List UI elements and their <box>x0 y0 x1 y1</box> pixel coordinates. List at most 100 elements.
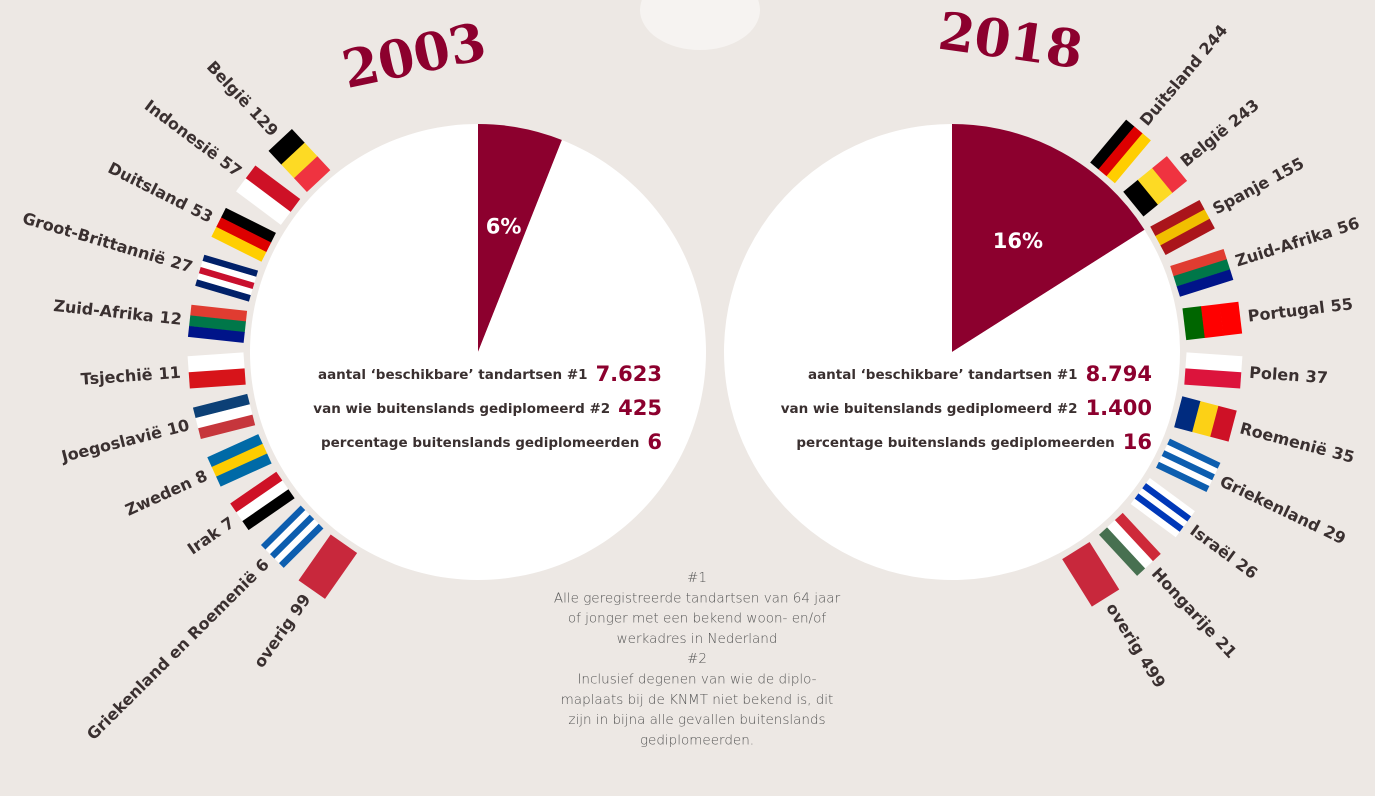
flag-stripe <box>1200 303 1224 338</box>
stat-line: aantal ‘beschikbare’ tandartsen #1 8.794 <box>808 362 1152 386</box>
stat-value: 8.794 <box>1086 362 1152 386</box>
flag-stripe <box>1161 450 1215 481</box>
flag-stripe <box>200 260 257 284</box>
flag-stripe <box>1184 368 1242 389</box>
flag-stripe <box>265 510 310 555</box>
flag-stripe <box>260 505 306 550</box>
stat-value: 6 <box>647 430 662 454</box>
flag <box>1155 438 1221 493</box>
flag-stripe <box>1114 512 1161 562</box>
footnote: #1 <box>687 570 707 586</box>
footnote: #2 <box>687 651 707 667</box>
flag-stripe <box>236 480 289 522</box>
flag <box>298 534 358 599</box>
flag-stripe <box>1160 218 1215 256</box>
flag-stripe <box>1062 541 1120 607</box>
flag-stripe <box>1192 401 1219 437</box>
flag <box>1184 352 1243 389</box>
flag-stripe <box>242 489 295 531</box>
flag-stripe <box>1174 396 1201 433</box>
flag <box>187 304 248 343</box>
flag-stripe <box>202 254 259 278</box>
flag <box>1182 301 1243 341</box>
footnote: of jonger met een bekend woon- en/of <box>568 611 827 627</box>
country-count: 11 <box>158 362 182 383</box>
flag <box>236 165 301 225</box>
country-name: Tsjechië <box>80 364 153 388</box>
flag-stripe <box>230 471 283 513</box>
pie-slice <box>724 124 1180 580</box>
flag-stripe <box>187 352 245 373</box>
flag-stripe <box>1090 119 1135 170</box>
flag-stripe <box>189 315 246 333</box>
flag <box>1150 199 1215 256</box>
flag-stripe <box>293 156 331 192</box>
stat-value: 7.623 <box>596 362 662 386</box>
flag-stripe <box>1106 133 1151 184</box>
flag <box>1174 396 1237 442</box>
flag-stripe <box>216 217 272 253</box>
footnote: werkadres in Nederland <box>617 631 778 647</box>
country-label: Portugal 55 <box>1247 294 1354 325</box>
flag-stripe <box>245 165 301 213</box>
flag-stripe <box>198 414 256 439</box>
footnote: zijn in bijna alle gevallen buitenslands <box>568 712 825 728</box>
flag <box>268 128 331 192</box>
flag-stripe <box>197 273 253 296</box>
footnote: gediplomeerden. <box>640 732 754 748</box>
flag-stripe <box>211 226 267 262</box>
flag <box>207 434 272 487</box>
flag-stripe <box>187 325 245 343</box>
flag-stripe <box>1145 477 1195 517</box>
flag <box>260 505 324 568</box>
country-count: 55 <box>1329 294 1353 316</box>
flag-stripe <box>278 523 324 568</box>
pie-slice <box>478 124 562 352</box>
flag <box>1090 119 1151 184</box>
flag-stripe <box>269 514 315 559</box>
flag-stripe <box>268 128 305 165</box>
stat-value: 1.400 <box>1086 396 1152 420</box>
country-label: Tsjechië 11 <box>80 362 181 388</box>
flag-stripe <box>220 207 276 243</box>
flag-stripe <box>298 534 358 599</box>
flag-stripe <box>1137 167 1173 205</box>
pie-slice <box>249 123 706 580</box>
flag-stripe <box>211 443 268 477</box>
flag <box>1123 156 1188 217</box>
stat-line: aantal ‘beschikbare’ tandartsen #1 7.623 <box>318 362 662 386</box>
flag <box>211 207 276 262</box>
flag-stripe <box>188 368 246 389</box>
flag <box>1170 249 1234 297</box>
country-count: 12 <box>159 307 183 328</box>
flag-stripe <box>1158 455 1213 487</box>
stat-line: percentage buitenslands gediplomeerden 6 <box>321 430 662 454</box>
footnote: maplaats bij de KNMT niet bekend is, dit <box>561 692 834 708</box>
flag-stripe <box>207 434 263 468</box>
flag-stripe <box>198 267 255 290</box>
flag-stripe <box>1182 306 1206 341</box>
flag-stripe <box>1106 520 1153 569</box>
footnote: Inclusief degenen van wie de diplo- <box>577 672 816 688</box>
flag-stripe <box>190 304 248 322</box>
stat-line: van wie buitenslands gediplomeerd #2 425 <box>313 396 662 420</box>
stat-label: aantal ‘beschikbare’ tandartsen #1 <box>808 367 1078 383</box>
stat-label: percentage buitenslands gediplomeerden <box>796 435 1114 451</box>
flag <box>1062 541 1120 607</box>
flag-stripe <box>1210 405 1237 442</box>
flag-stripe <box>236 178 291 225</box>
stat-value: 425 <box>618 396 662 420</box>
stat-line: percentage buitenslands gediplomeerden 16 <box>796 430 1152 454</box>
stat-value: 16 <box>1123 430 1152 454</box>
stat-label: percentage buitenslands gediplomeerden <box>321 435 639 451</box>
flag-stripe <box>1142 483 1192 522</box>
flag-stripe <box>1130 498 1180 538</box>
stat-line: van wie buitenslands gediplomeerd #2 1.40… <box>781 396 1152 420</box>
flag-stripe <box>1138 488 1188 527</box>
flag-stripe <box>1098 126 1143 177</box>
flag-stripe <box>274 519 319 564</box>
flag-stripe <box>1185 352 1243 373</box>
stat-label: van wie buitenslands gediplomeerd #2 <box>313 401 610 417</box>
flag-stripe <box>1164 444 1218 475</box>
